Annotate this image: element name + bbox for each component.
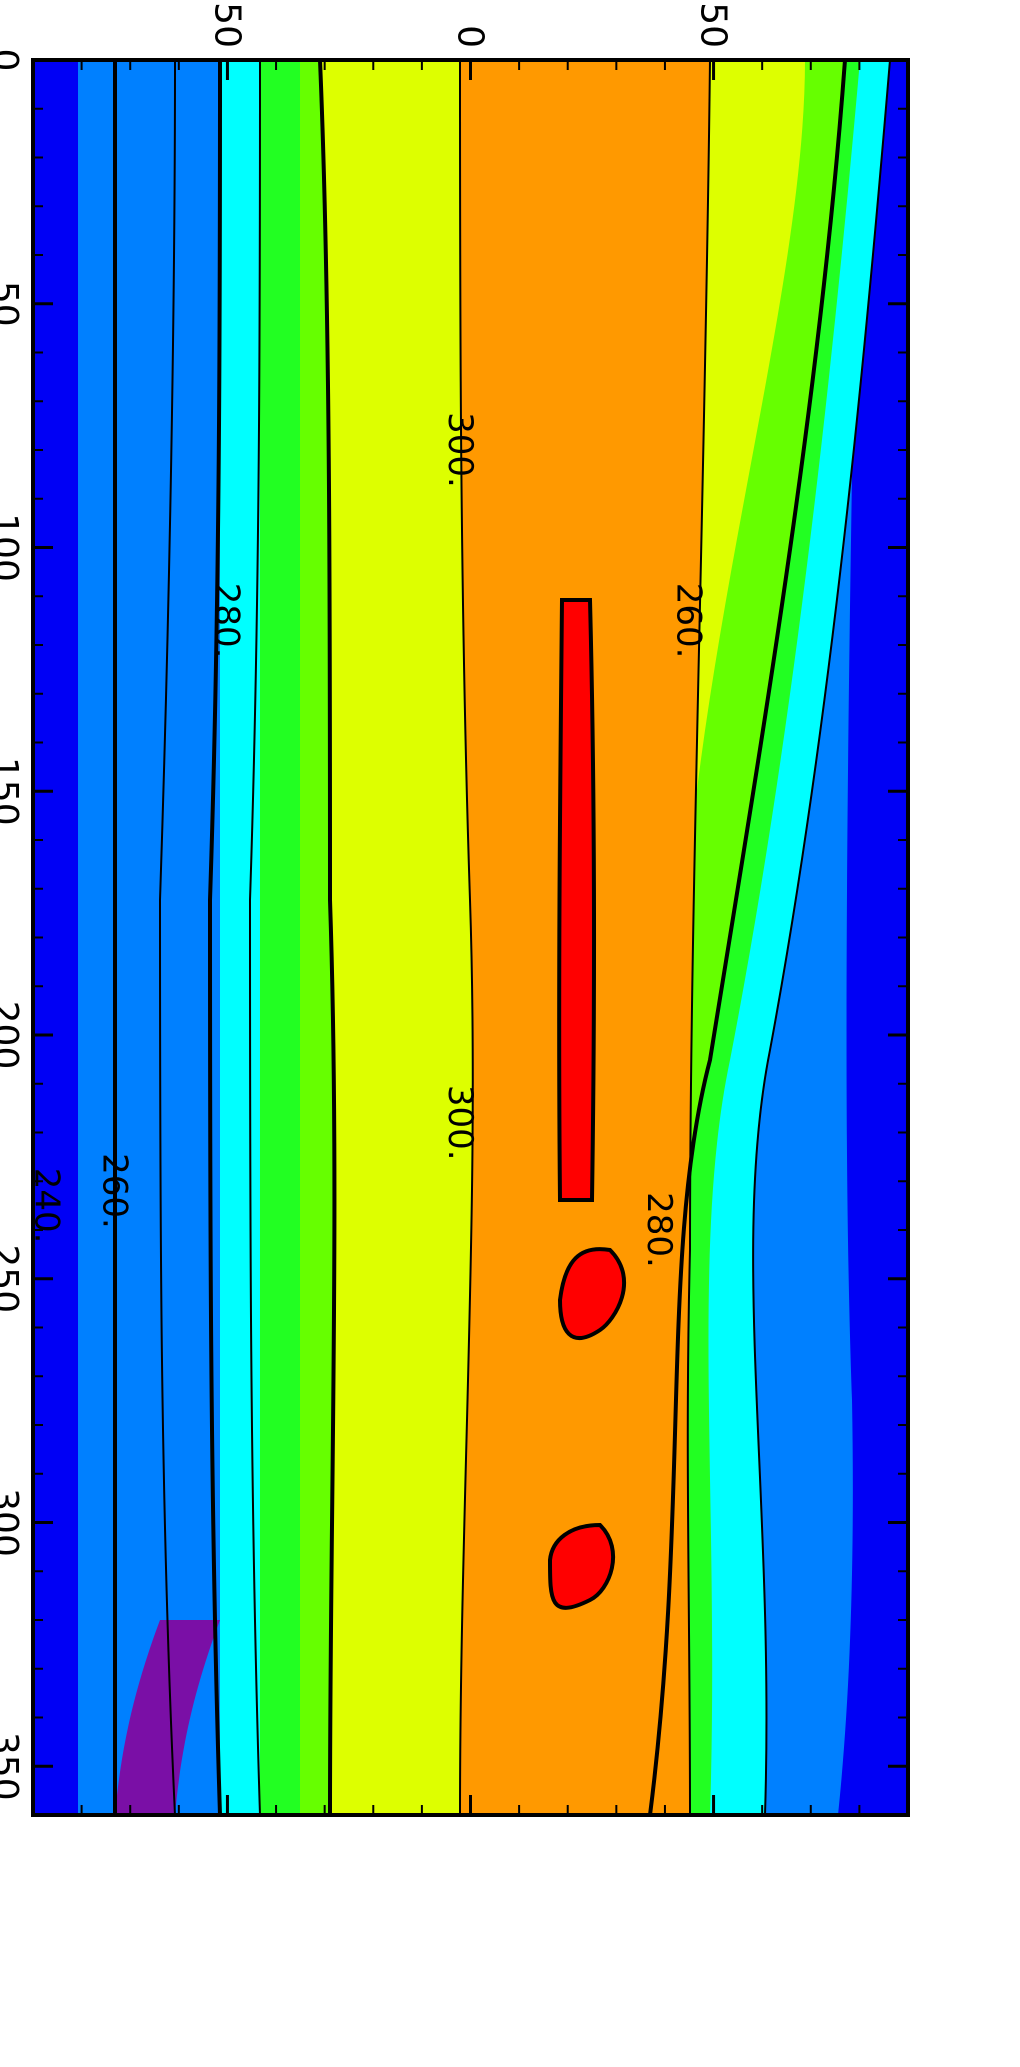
x-tick-label: 0 bbox=[0, 49, 25, 72]
x-tick-label: 300 bbox=[0, 1488, 25, 1557]
contour-label: 280. bbox=[639, 1192, 679, 1268]
x-tick-label: 350 bbox=[0, 1732, 25, 1801]
x-tick-label: 50 bbox=[0, 281, 25, 327]
y-tick-label: 50 bbox=[693, 2, 734, 48]
filled-contours bbox=[33, 60, 908, 1905]
x-tick-label: 250 bbox=[0, 1244, 25, 1313]
green-isolate bbox=[500, 1850, 513, 1905]
rotated-plot: 050100150200250300350500−50(degrees_nort… bbox=[0, 0, 908, 1905]
contour-label: 260. bbox=[668, 583, 708, 659]
x-tick-label: 150 bbox=[0, 757, 25, 826]
contour-label: 280. bbox=[206, 583, 246, 659]
x-tick-label: 200 bbox=[0, 1001, 25, 1070]
warm-band-pacific bbox=[559, 600, 594, 1200]
y-tick-label: 0 bbox=[450, 25, 491, 48]
y-tick-label: −50 bbox=[206, 0, 247, 48]
contour-label: 260. bbox=[95, 1153, 135, 1229]
contour-label: 300. bbox=[440, 412, 480, 488]
x-tick-label: 100 bbox=[0, 513, 25, 582]
contour-label: 300. bbox=[440, 1085, 480, 1161]
contour-label: 240. bbox=[27, 1168, 67, 1244]
